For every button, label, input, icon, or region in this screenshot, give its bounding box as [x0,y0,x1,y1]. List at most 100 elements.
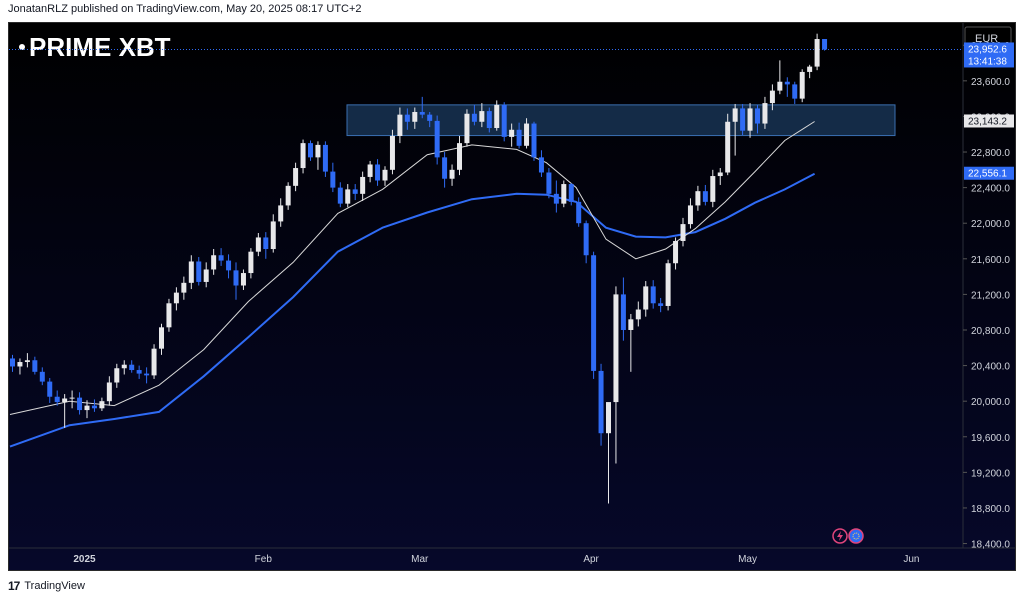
candle-body [404,114,410,122]
candle [427,111,433,128]
lightning-glyph-icon [837,531,843,541]
candle-body [606,402,611,434]
tradingview-footer[interactable]: 17 TradingView [8,578,85,594]
candle [136,365,142,379]
candle-body [643,286,649,310]
candle-body [434,120,440,158]
candle [226,254,232,279]
price-chart[interactable]: PRIME XBT EUR 24,000.023,600.023,200.022… [9,23,1015,570]
candle-body [628,319,634,330]
candle-body [345,189,351,204]
candle-body [784,81,790,85]
candle-body [516,129,522,146]
candle [144,367,150,384]
candle-body [687,205,693,225]
candle [77,392,83,415]
time-tick-label: 2025 [73,554,96,565]
countdown-label-bg [964,54,1014,68]
candle-body [218,255,224,261]
time-axis[interactable]: 2025 Feb Mar Apr May Jun [73,554,919,565]
candle-body [576,201,582,224]
candle-body [360,176,366,194]
candle [583,220,589,264]
candle [196,257,202,286]
candle [546,168,552,199]
time-tick-label: May [738,554,757,565]
candle-body [293,168,299,186]
candle [404,108,410,130]
candle-body [598,370,604,434]
candle-body [807,66,813,72]
candle [807,64,813,79]
candle [173,287,179,311]
time-tick-label: Jun [903,554,919,565]
candle-body [129,364,135,371]
candle-body [568,184,574,202]
candle [337,182,343,208]
candle [792,81,798,104]
candle [620,277,626,341]
candle [457,136,462,176]
lightning-event-icon[interactable] [832,528,848,544]
price-tick-label: 20,000.0 [971,397,1010,408]
chart-frame[interactable]: PRIME XBT EUR 24,000.023,600.023,200.022… [8,22,1016,571]
candle-body [538,157,544,173]
last-price-label: 23,952.6 [964,42,1014,56]
candle-body [270,221,276,250]
price-tick-label: 18,400.0 [971,540,1010,551]
candle [732,103,738,156]
candle-body [32,360,38,372]
candle [740,103,746,136]
candle [494,100,500,131]
currency-label: EUR [975,33,998,45]
candle [717,168,723,185]
candle-body [747,108,753,131]
event-icons[interactable] [832,528,864,544]
eu-flag-event-icon[interactable] [848,528,864,544]
candle [330,162,336,193]
candle-body [673,241,679,264]
candle-body [315,144,321,158]
candle-body [792,84,798,99]
candle-body [285,185,291,206]
candle-body [762,103,768,124]
candle [24,353,30,368]
candle-body [591,255,597,371]
candle [822,39,828,51]
candle [397,107,403,144]
candle [814,33,820,71]
candle [62,394,68,428]
candle-body [173,292,179,304]
candle [665,259,671,311]
candle [233,262,239,300]
candle [509,123,515,147]
candle-body [278,205,284,222]
candle [725,113,731,176]
candle-body [740,108,746,131]
candle-body [337,187,343,204]
candle [159,323,164,355]
candle [322,141,328,177]
price-tick-label: 21,200.0 [971,290,1010,301]
candle [591,251,597,379]
candle [367,160,373,183]
candle-body [99,401,105,409]
candle [218,248,224,266]
candle [300,139,306,174]
moving-average-layer [9,121,816,448]
prime-xbt-logo: PRIME XBT [19,32,171,62]
candle [203,262,209,288]
candle [434,115,440,165]
candle-body [226,260,232,271]
candle [181,276,187,300]
candle [710,169,716,208]
candle [702,184,708,206]
candle-body [166,303,172,328]
candle-body [330,171,336,188]
candle [285,182,291,210]
candle-body [471,113,477,122]
candle-body [464,113,470,144]
candle-body [553,193,559,204]
price-tick-label: 20,400.0 [971,362,1010,373]
candle-body [62,398,68,403]
